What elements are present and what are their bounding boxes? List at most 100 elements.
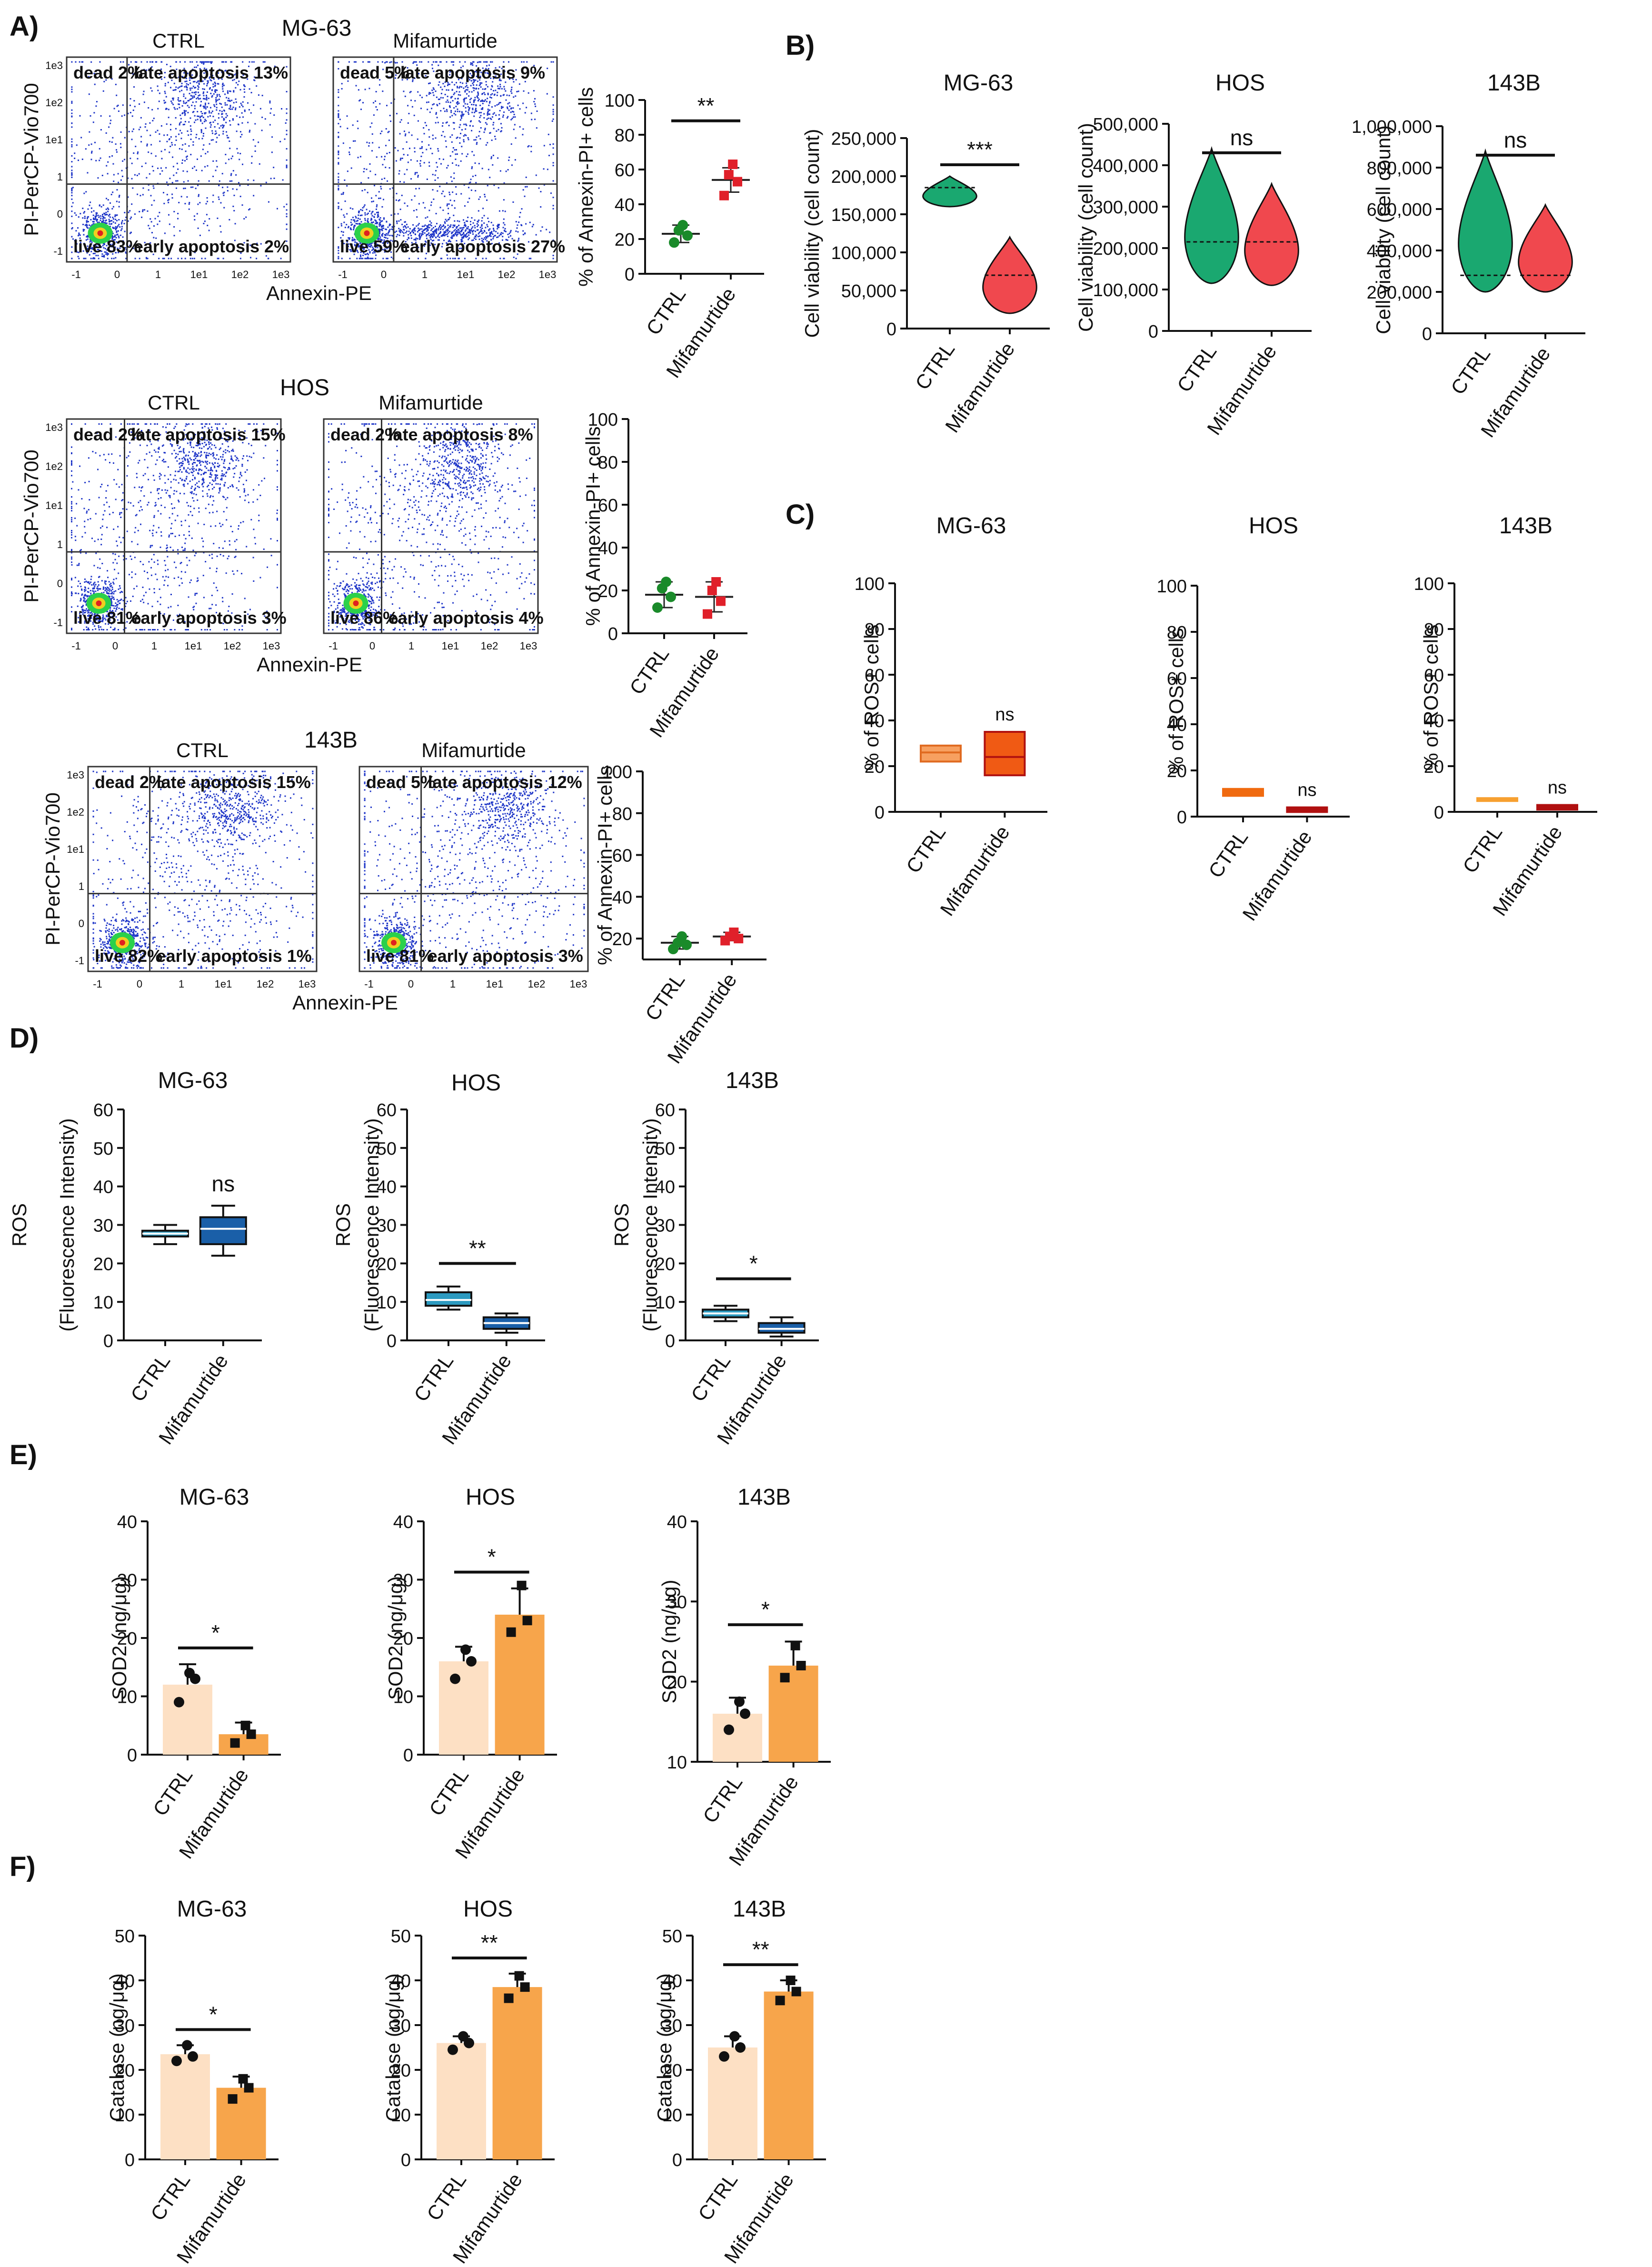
flow-event <box>385 61 387 63</box>
flow-event <box>238 124 239 126</box>
flow-event <box>435 236 437 238</box>
flow-event <box>468 91 470 93</box>
flow-event <box>81 608 83 610</box>
flow-y-tick: 1 <box>57 171 63 183</box>
y-tick-label: 40 <box>93 1178 113 1198</box>
flow-event <box>286 130 288 131</box>
flow-event <box>183 188 185 190</box>
flow-event <box>213 454 215 456</box>
flow-event <box>248 209 250 210</box>
flow-event <box>198 86 199 88</box>
flow-event <box>497 236 499 238</box>
flow-event <box>384 251 386 253</box>
flow-event <box>456 137 458 139</box>
flow-event <box>357 223 358 225</box>
flow-event <box>235 465 237 467</box>
flow-event <box>107 589 109 591</box>
flow-event <box>340 193 342 195</box>
flow-event <box>429 237 431 239</box>
flow-event <box>193 461 195 463</box>
flow-event <box>105 251 107 253</box>
flow-event <box>273 167 275 169</box>
flow-event <box>480 115 482 117</box>
flow-event <box>216 137 218 139</box>
quadrant-early: early apoptosis 27% <box>400 237 565 256</box>
y-tick-label: 60 <box>655 1100 675 1120</box>
flow-event <box>221 116 223 118</box>
flow-event <box>413 228 415 230</box>
flow-event <box>80 586 82 588</box>
flow-event <box>172 99 174 101</box>
flow-event <box>119 234 121 236</box>
flow-event <box>447 84 448 86</box>
flow-event <box>552 104 554 106</box>
flow-event <box>211 96 213 98</box>
flow-event <box>234 455 236 457</box>
flow-event <box>508 102 510 104</box>
flow-event <box>375 258 377 260</box>
flow-event <box>449 155 451 157</box>
flow-event <box>445 234 447 236</box>
flow-event <box>388 151 390 153</box>
flow-x-tick: 0 <box>114 269 120 280</box>
y-axis-label: Cell viability (cell count) <box>801 129 823 338</box>
flow-event <box>355 85 357 87</box>
flow-event <box>367 254 369 256</box>
flow-event <box>479 83 481 85</box>
flow-event <box>418 229 420 231</box>
flow-event <box>177 168 179 170</box>
flow-event <box>354 239 356 241</box>
flow-event <box>417 224 419 226</box>
flow-event <box>481 100 483 102</box>
flow-event <box>219 487 221 489</box>
flow-event <box>159 211 160 213</box>
quadrant-dead: dead 2% <box>73 63 143 82</box>
flow-event <box>414 151 416 153</box>
flow-event <box>111 589 113 590</box>
flow-event <box>426 178 428 180</box>
flow-event <box>350 243 352 245</box>
flow-event <box>357 157 359 159</box>
flow-event <box>380 241 382 243</box>
flow-event <box>470 190 472 191</box>
flow-event <box>171 73 173 75</box>
flow-event <box>178 201 180 203</box>
flow-event <box>110 250 112 252</box>
flow-event <box>378 233 380 235</box>
flow-event <box>526 186 528 188</box>
flow-event <box>208 230 210 231</box>
flow-event <box>101 175 103 177</box>
flow-event <box>199 202 201 204</box>
flow-event <box>125 252 127 254</box>
flow-event <box>391 228 393 230</box>
flow-event <box>469 73 471 75</box>
flow-event <box>92 621 94 623</box>
flow-event <box>374 250 376 252</box>
flow-event <box>373 114 375 116</box>
flow-event <box>488 104 490 106</box>
flow-event <box>426 125 428 127</box>
flow-event <box>191 472 193 474</box>
category-label: CTRL <box>694 2169 742 2225</box>
flow-event <box>194 489 196 491</box>
flow-event <box>546 93 548 95</box>
flow-event <box>374 240 376 242</box>
flow-event <box>338 116 339 118</box>
flow-event <box>195 445 197 447</box>
flow-event <box>464 234 466 236</box>
flow-event <box>198 80 200 82</box>
flow-event <box>192 85 194 87</box>
flow-event <box>198 194 199 196</box>
flow-event <box>187 458 189 460</box>
flow-event <box>118 235 119 237</box>
flow-event <box>239 258 241 260</box>
flow-event <box>159 220 160 222</box>
flow-event <box>221 477 223 479</box>
flow-event <box>428 224 430 226</box>
flow-event <box>436 96 438 98</box>
flow-event <box>194 453 196 455</box>
flow-event <box>229 124 231 126</box>
flow-event <box>228 467 229 469</box>
flow-event <box>241 112 243 114</box>
flow-event <box>445 146 447 148</box>
